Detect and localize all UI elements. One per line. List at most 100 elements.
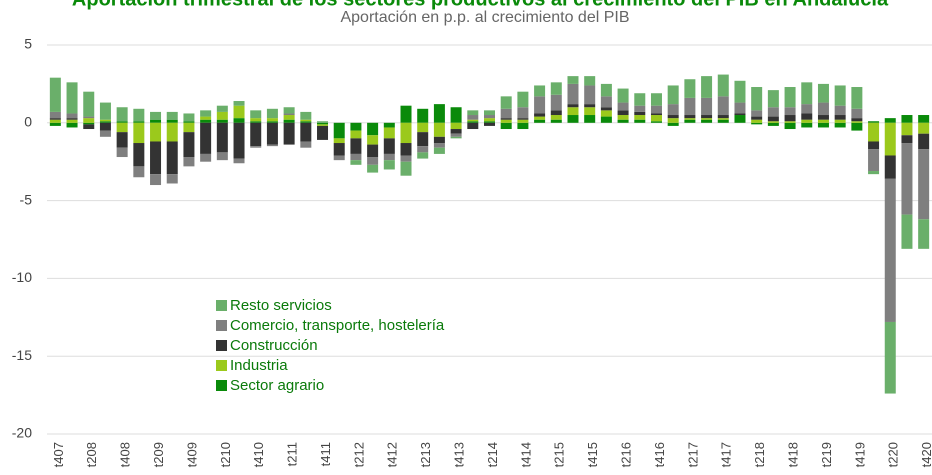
bar-segment <box>884 178 896 322</box>
bar-segment <box>200 153 212 162</box>
x-tick-label: t220 <box>886 442 901 467</box>
bar-segment <box>484 118 495 122</box>
bar-segment <box>834 119 846 123</box>
legend-label: Comercio, transporte, hostelería <box>230 317 445 334</box>
bar-segment <box>383 127 395 139</box>
bar-segment <box>433 136 445 144</box>
x-tick-label: t214 <box>485 442 500 467</box>
bar-segment <box>918 149 930 220</box>
x-tick-label: t213 <box>418 442 433 467</box>
bar-segment <box>584 85 596 105</box>
bar-segment <box>734 80 746 103</box>
bar-segment <box>250 121 262 123</box>
x-tick-label: t412 <box>385 442 400 467</box>
x-tick-label: t408 <box>118 442 133 467</box>
bar-segment <box>300 119 312 122</box>
bar-segment <box>901 122 913 136</box>
bar-segment <box>166 174 178 184</box>
bar-segment <box>66 82 78 114</box>
bar-segment <box>868 149 880 172</box>
bar-segment <box>317 122 329 125</box>
x-tick-label: t211 <box>285 442 300 466</box>
bar-segment <box>333 138 345 144</box>
bar-segment <box>450 107 462 123</box>
bar-segment <box>801 104 813 114</box>
bar-segment <box>66 118 78 120</box>
bar-segment <box>116 107 128 122</box>
bar-segment <box>350 138 362 154</box>
bar-segment <box>834 85 846 106</box>
bar-segment <box>133 108 145 122</box>
bar-segment <box>567 76 579 84</box>
x-tick-label: t217 <box>685 442 700 467</box>
bar-segment <box>751 119 763 123</box>
bar-segment <box>283 122 295 145</box>
bar-segment <box>901 115 913 123</box>
bar-segment <box>417 122 429 133</box>
bar-segment <box>751 110 763 117</box>
bar-segment <box>851 121 863 123</box>
bar-segment <box>550 110 562 116</box>
bar-segment <box>417 152 429 159</box>
bar-segment <box>183 132 195 158</box>
bar-segment <box>150 122 162 142</box>
bar-segment <box>667 118 679 123</box>
bar-segment <box>250 146 262 148</box>
bar-segment <box>550 82 562 95</box>
bar-segment <box>684 118 696 120</box>
bar-segment <box>233 122 245 159</box>
bar-segment <box>617 110 629 116</box>
bar-segment <box>751 87 763 111</box>
bar-segment <box>300 141 312 148</box>
bar-segment <box>901 143 913 215</box>
bar-segment <box>317 121 329 123</box>
x-tick-label: t210 <box>218 442 233 467</box>
x-tick-label: t416 <box>652 442 667 467</box>
bar-segment <box>884 155 896 179</box>
bar-segment <box>233 101 245 106</box>
bar-segment <box>918 122 930 134</box>
bar-segment <box>433 147 445 154</box>
bar-segment <box>250 122 262 147</box>
bar-segment <box>133 121 145 123</box>
bar-segment <box>567 115 579 123</box>
bar-segment <box>417 108 429 123</box>
bar-segment <box>550 115 562 120</box>
bar-segment <box>150 119 162 123</box>
bar-segment <box>49 122 61 126</box>
bar-segment <box>884 321 896 394</box>
bar-segment <box>817 83 829 103</box>
bar-segment <box>851 118 863 122</box>
bar-segment <box>884 122 896 156</box>
y-tick-label: -10 <box>12 269 32 285</box>
bar-segment <box>650 93 662 106</box>
bar-segment <box>383 122 395 128</box>
bar-segment <box>534 113 546 117</box>
bar-segment <box>133 143 145 167</box>
bar-segment <box>233 118 245 123</box>
bar-segment <box>650 115 662 122</box>
bar-segment <box>734 113 746 116</box>
bar-segment <box>600 83 612 97</box>
bar-segment <box>66 122 78 128</box>
bar-segment <box>183 157 195 167</box>
bar-segment <box>817 122 829 128</box>
bar-segment <box>667 104 679 116</box>
bar-segment <box>634 93 646 106</box>
bar-segment <box>433 104 445 123</box>
bar-segment <box>266 122 278 145</box>
bar-segment <box>99 130 111 137</box>
bar-segment <box>433 122 445 137</box>
x-tick-label: t418 <box>786 442 801 467</box>
bar-segment <box>617 119 629 123</box>
bar-segment <box>684 97 696 116</box>
bar-segment <box>684 115 696 119</box>
bar-segment <box>383 138 395 154</box>
bar-segment <box>200 116 212 120</box>
legend-swatch <box>216 360 227 371</box>
bar-segment <box>283 115 295 120</box>
bar-segment <box>216 105 228 112</box>
bar-segment <box>183 121 195 123</box>
legend-label: Industria <box>230 357 288 374</box>
